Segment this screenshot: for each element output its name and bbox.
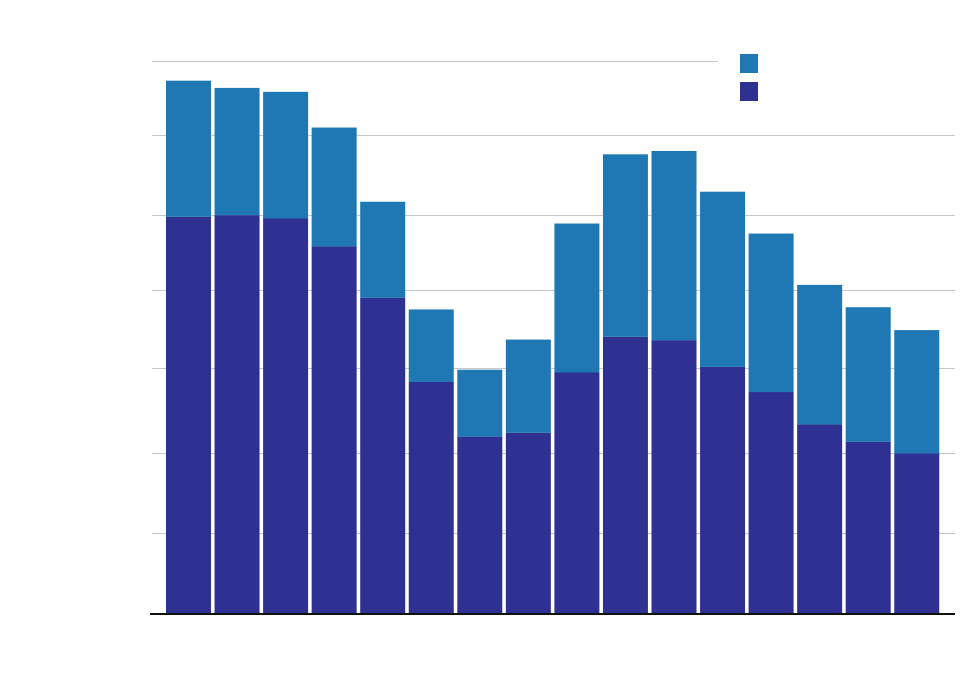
legend-swatch-top-series — [740, 54, 758, 73]
bar-segment-top-14 — [797, 284, 843, 425]
bar-segment-top-10 — [602, 154, 648, 337]
bar-segment-top-6 — [408, 309, 454, 382]
bar-segment-top-2 — [214, 87, 260, 216]
bar-segment-top-7 — [457, 369, 503, 437]
bar-segment-top-4 — [311, 127, 357, 247]
legend — [740, 54, 758, 101]
bar-segment-bottom-6 — [408, 381, 454, 613]
bar-segment-top-11 — [651, 150, 697, 341]
bar-segment-bottom-16 — [894, 453, 940, 613]
legend-swatch-bottom-series — [740, 82, 758, 101]
bar-segment-top-1 — [166, 80, 211, 217]
bar-segment-bottom-1 — [166, 216, 211, 613]
bar-segment-bottom-10 — [602, 336, 648, 613]
bar-segment-bottom-12 — [700, 366, 746, 613]
bar-segment-top-16 — [894, 330, 940, 454]
bar-segment-bottom-5 — [360, 297, 406, 613]
bar-segment-top-13 — [748, 233, 794, 393]
bar-segment-top-9 — [554, 223, 600, 373]
bar-segment-top-15 — [845, 307, 891, 442]
bar-segment-bottom-15 — [845, 441, 891, 613]
bar-segment-top-3 — [263, 91, 309, 219]
bar-segment-bottom-7 — [457, 436, 503, 613]
bar-segment-bottom-13 — [748, 392, 794, 613]
bar-segment-top-5 — [360, 201, 406, 298]
bar-segment-bottom-4 — [311, 246, 357, 613]
bar-segment-bottom-2 — [214, 215, 260, 613]
bar-segment-bottom-8 — [505, 432, 551, 613]
bars — [166, 80, 940, 614]
bar-segment-top-8 — [505, 339, 551, 433]
bar-segment-bottom-11 — [651, 340, 697, 613]
bar-segment-top-12 — [700, 191, 746, 367]
bar-segment-bottom-9 — [554, 372, 600, 613]
bar-segment-bottom-14 — [797, 424, 843, 613]
bar-segment-bottom-3 — [263, 218, 309, 614]
